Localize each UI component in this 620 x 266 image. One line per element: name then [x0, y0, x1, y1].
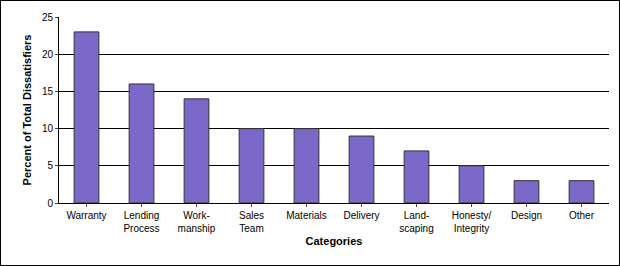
svg-text:Work-manship: Work-manship — [178, 210, 216, 234]
svg-text:Warranty: Warranty — [66, 210, 106, 221]
svg-text:Materials: Materials — [286, 210, 327, 221]
svg-text:Land-scaping: Land-scaping — [399, 210, 433, 234]
svg-text:Design: Design — [511, 210, 542, 221]
svg-text:SalesTeam: SalesTeam — [239, 210, 264, 234]
svg-text:0: 0 — [47, 198, 53, 209]
svg-text:LendingProcess: LendingProcess — [123, 210, 159, 234]
svg-text:Categories: Categories — [306, 235, 363, 247]
svg-text:25: 25 — [42, 12, 54, 23]
svg-text:5: 5 — [47, 160, 53, 171]
svg-text:Honesty/Integrity: Honesty/Integrity — [452, 210, 492, 234]
svg-text:10: 10 — [42, 123, 54, 134]
svg-text:Percent of Total Dissatisfiers: Percent of Total Dissatisfiers — [21, 35, 33, 186]
svg-text:Delivery: Delivery — [343, 210, 379, 221]
svg-text:15: 15 — [42, 86, 54, 97]
svg-text:20: 20 — [42, 49, 54, 60]
svg-text:Other: Other — [569, 210, 595, 221]
